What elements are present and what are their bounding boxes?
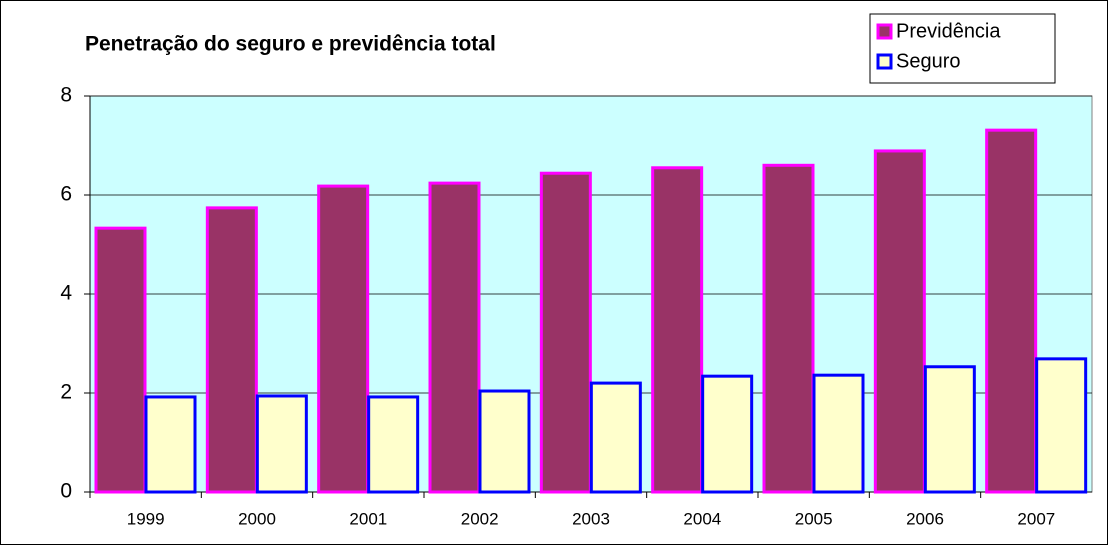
bar [651,166,704,494]
x-tick-label: 2003 [572,509,610,528]
x-tick-label: 2001 [349,509,387,528]
x-tick-label: 2006 [906,509,944,528]
x-tick-label: 2007 [1017,509,1055,528]
bar [539,171,592,494]
x-tick-label: 2000 [238,509,276,528]
bar [589,381,642,494]
y-tick-label: 4 [60,282,72,305]
y-tick-label: 0 [60,480,72,503]
bar [317,184,370,494]
x-tick-label: 2002 [461,509,499,528]
y-tick-label: 2 [60,381,72,404]
legend-label: Previdência [896,20,1001,42]
bar [205,206,258,494]
bar [985,128,1038,494]
x-tick-label: 2005 [795,509,833,528]
bar [873,149,926,494]
legend-swatch [876,23,893,40]
bar [1035,357,1088,494]
x-tick-label: 2004 [683,509,721,528]
y-tick-label: 8 [60,84,72,107]
bar [428,181,481,494]
bar [478,389,531,494]
chart-title: Penetração do seguro e previdência total [85,33,496,56]
bar [144,395,197,494]
bar [701,374,754,494]
bar [367,395,420,494]
legend-box [869,13,1056,84]
legend-label: Seguro [896,50,961,72]
bar [94,226,147,494]
bar [812,373,865,494]
x-tick-label: 1999 [127,509,165,528]
legend-swatch [876,53,893,70]
bar [255,394,308,494]
bar [923,365,976,494]
y-tick-label: 6 [60,183,72,206]
bar [762,163,815,494]
